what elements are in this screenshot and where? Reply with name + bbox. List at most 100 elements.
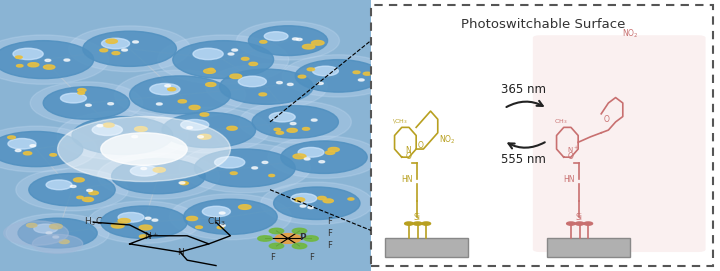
Circle shape bbox=[158, 35, 289, 84]
Circle shape bbox=[198, 136, 204, 138]
Circle shape bbox=[50, 154, 56, 156]
Circle shape bbox=[179, 182, 185, 184]
Circle shape bbox=[302, 127, 310, 130]
Text: N$^+$: N$^+$ bbox=[144, 230, 158, 242]
Circle shape bbox=[269, 228, 284, 234]
Circle shape bbox=[71, 185, 76, 188]
Circle shape bbox=[300, 205, 306, 207]
FancyBboxPatch shape bbox=[371, 5, 713, 266]
Text: Photoswitchable Surface: Photoswitchable Surface bbox=[462, 18, 626, 31]
Circle shape bbox=[567, 222, 575, 225]
Circle shape bbox=[184, 199, 277, 234]
Text: O: O bbox=[567, 151, 573, 160]
Circle shape bbox=[302, 44, 315, 49]
Circle shape bbox=[269, 243, 284, 249]
Circle shape bbox=[220, 212, 225, 214]
Circle shape bbox=[227, 126, 237, 130]
Circle shape bbox=[8, 136, 15, 139]
Text: H$_3$C: H$_3$C bbox=[84, 216, 103, 228]
Circle shape bbox=[290, 122, 296, 125]
Circle shape bbox=[298, 75, 306, 78]
Text: HN: HN bbox=[563, 175, 575, 183]
Circle shape bbox=[58, 117, 230, 182]
Circle shape bbox=[46, 232, 52, 234]
Circle shape bbox=[308, 207, 314, 209]
Circle shape bbox=[297, 38, 302, 40]
Circle shape bbox=[413, 222, 422, 225]
Circle shape bbox=[584, 222, 593, 225]
Circle shape bbox=[364, 72, 372, 75]
Circle shape bbox=[312, 40, 324, 45]
Circle shape bbox=[168, 88, 176, 91]
Circle shape bbox=[0, 126, 96, 172]
Bar bbox=[547, 238, 630, 257]
Circle shape bbox=[180, 182, 189, 185]
Circle shape bbox=[307, 68, 315, 71]
Circle shape bbox=[108, 103, 114, 105]
FancyArrowPatch shape bbox=[506, 101, 543, 107]
Text: HN: HN bbox=[401, 175, 413, 183]
Circle shape bbox=[217, 226, 224, 229]
Text: O: O bbox=[603, 115, 609, 124]
Circle shape bbox=[60, 93, 86, 103]
Circle shape bbox=[165, 85, 171, 87]
Circle shape bbox=[18, 218, 97, 248]
Circle shape bbox=[179, 143, 310, 193]
Text: F: F bbox=[328, 217, 333, 225]
Circle shape bbox=[97, 125, 103, 127]
Circle shape bbox=[101, 133, 187, 165]
Circle shape bbox=[135, 127, 147, 131]
Circle shape bbox=[186, 127, 192, 129]
Circle shape bbox=[230, 172, 237, 175]
Circle shape bbox=[98, 153, 220, 199]
Circle shape bbox=[269, 112, 295, 122]
Text: F: F bbox=[328, 229, 333, 238]
Text: 365 nm: 365 nm bbox=[501, 83, 546, 96]
Circle shape bbox=[43, 65, 55, 69]
Circle shape bbox=[268, 136, 380, 178]
Circle shape bbox=[170, 194, 291, 240]
Circle shape bbox=[274, 187, 360, 220]
Circle shape bbox=[260, 40, 267, 43]
Circle shape bbox=[319, 161, 325, 163]
Circle shape bbox=[130, 76, 230, 114]
Text: $\backslash$CH$_3$: $\backslash$CH$_3$ bbox=[392, 117, 408, 126]
Circle shape bbox=[132, 41, 138, 43]
Circle shape bbox=[202, 206, 230, 217]
Circle shape bbox=[215, 157, 245, 168]
Circle shape bbox=[46, 180, 72, 190]
Circle shape bbox=[30, 82, 143, 124]
Circle shape bbox=[323, 199, 333, 203]
Text: F: F bbox=[270, 253, 275, 262]
Circle shape bbox=[249, 62, 258, 66]
Circle shape bbox=[262, 161, 268, 163]
Circle shape bbox=[287, 83, 293, 85]
Circle shape bbox=[29, 173, 115, 206]
Circle shape bbox=[228, 53, 234, 55]
Circle shape bbox=[292, 228, 307, 234]
Bar bbox=[0, 0, 371, 271]
Circle shape bbox=[220, 69, 313, 104]
Circle shape bbox=[59, 240, 69, 244]
Circle shape bbox=[112, 52, 120, 55]
Circle shape bbox=[258, 236, 272, 241]
Circle shape bbox=[287, 128, 297, 132]
Circle shape bbox=[17, 64, 23, 67]
Circle shape bbox=[291, 193, 317, 203]
Circle shape bbox=[196, 226, 202, 228]
Circle shape bbox=[53, 236, 58, 238]
Circle shape bbox=[72, 117, 173, 154]
Circle shape bbox=[88, 201, 200, 243]
Circle shape bbox=[68, 26, 191, 72]
Circle shape bbox=[292, 38, 298, 40]
Circle shape bbox=[78, 92, 84, 94]
Circle shape bbox=[274, 128, 281, 131]
Circle shape bbox=[73, 178, 84, 182]
Circle shape bbox=[122, 49, 127, 51]
Circle shape bbox=[353, 71, 360, 74]
Circle shape bbox=[152, 219, 158, 221]
Circle shape bbox=[173, 41, 274, 79]
Text: F: F bbox=[310, 253, 315, 262]
Circle shape bbox=[208, 68, 214, 70]
Circle shape bbox=[64, 59, 70, 61]
